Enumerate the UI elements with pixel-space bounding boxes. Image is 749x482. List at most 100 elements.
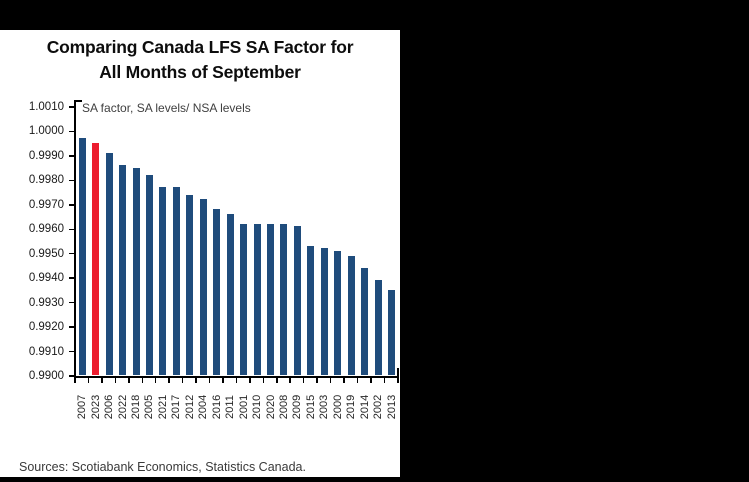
x-axis-end-cap bbox=[396, 368, 399, 378]
bar-2021 bbox=[159, 187, 167, 376]
y-tick-mark bbox=[69, 301, 74, 304]
bar-2020 bbox=[267, 223, 274, 376]
bar-2000 bbox=[334, 250, 342, 376]
x-tick-label: 2015 bbox=[304, 394, 317, 420]
x-tick-mark bbox=[356, 377, 359, 383]
x-tick-label: 2017 bbox=[170, 394, 183, 420]
x-tick-label: 2006 bbox=[103, 394, 116, 420]
x-tick-mark bbox=[383, 377, 386, 383]
bar-2012 bbox=[186, 194, 194, 376]
y-tick-mark bbox=[69, 326, 74, 328]
y-tick-mark bbox=[69, 350, 74, 353]
x-axis-ticks bbox=[0, 30, 400, 477]
bar-2023 bbox=[92, 143, 100, 376]
bar-2018 bbox=[132, 167, 140, 376]
y-tick-mark bbox=[69, 155, 74, 157]
x-tick-mark bbox=[289, 377, 291, 383]
y-tick-mark bbox=[69, 204, 74, 206]
x-tick-mark bbox=[154, 377, 157, 383]
bar-2005 bbox=[145, 174, 153, 376]
x-tick-mark bbox=[141, 377, 143, 383]
y-tick-label: 1.0000 bbox=[28, 125, 64, 138]
y-tick-mark bbox=[69, 375, 74, 377]
x-tick-label: 2010 bbox=[251, 394, 264, 420]
y-tick-label: 0.9950 bbox=[28, 247, 64, 260]
bar-2009 bbox=[293, 226, 301, 376]
axis-annotation: SA factor, SA levels/ NSA levels bbox=[82, 101, 251, 115]
y-tick-label: 1.0010 bbox=[28, 101, 64, 113]
bar-2016 bbox=[213, 209, 221, 376]
bar-2004 bbox=[199, 199, 207, 376]
bar-2001 bbox=[240, 223, 248, 376]
x-tick-label: 2005 bbox=[143, 394, 156, 420]
x-tick-mark bbox=[114, 377, 117, 383]
x-tick-label: 2014 bbox=[358, 394, 371, 420]
x-tick-label: 2019 bbox=[345, 394, 358, 420]
bar-2022 bbox=[119, 165, 127, 376]
x-tick-label: 2022 bbox=[116, 394, 129, 420]
x-tick-mark bbox=[195, 377, 197, 383]
y-tick-mark bbox=[69, 228, 74, 231]
x-tick-mark bbox=[276, 377, 278, 383]
x-tick-label: 2012 bbox=[183, 394, 196, 420]
x-tick-mark bbox=[181, 377, 184, 383]
x-tick-label: 2004 bbox=[197, 394, 210, 420]
y-tick-label: 0.9900 bbox=[28, 370, 64, 382]
bar-2011 bbox=[226, 214, 234, 376]
x-tick-mark bbox=[101, 377, 103, 383]
y-tick-label: 0.9960 bbox=[28, 223, 64, 236]
y-tick-label: 0.9940 bbox=[28, 272, 64, 285]
x-tick-mark bbox=[329, 377, 332, 383]
bar-2015 bbox=[307, 245, 315, 376]
y-tick-label: 0.9990 bbox=[28, 149, 64, 162]
x-tick-mark bbox=[316, 377, 318, 383]
x-tick-mark bbox=[370, 377, 372, 383]
y-tick-mark bbox=[69, 179, 74, 182]
y-tick-label: 0.9910 bbox=[28, 345, 64, 358]
bars-group bbox=[0, 30, 400, 477]
x-tick-label: 2002 bbox=[372, 394, 385, 420]
y-tick-mark bbox=[69, 106, 74, 108]
x-tick-mark bbox=[249, 377, 251, 383]
x-tick-label: 2000 bbox=[331, 394, 344, 420]
chart-title-line1: Comparing Canada LFS SA Factor for bbox=[46, 37, 354, 57]
x-tick-mark bbox=[87, 377, 90, 383]
y-tick-label: 0.9970 bbox=[28, 198, 64, 211]
bar-2008 bbox=[280, 223, 288, 376]
y-axis-labels: 1.0010 1.0000 0.9990 0.9980 0.9970 0.9960 0.99… bbox=[0, 30, 400, 477]
x-axis-labels: 2007 2023 2006 2022 2018 2005 2021 2017 2012 2004… bbox=[0, 30, 400, 477]
y-tick-label: 0.9980 bbox=[28, 174, 64, 187]
x-tick-mark bbox=[302, 377, 305, 383]
x-tick-mark bbox=[222, 377, 224, 383]
x-tick-mark bbox=[397, 377, 399, 383]
y-tick-mark bbox=[69, 252, 74, 255]
y-tick-mark bbox=[69, 277, 74, 279]
bar-2007 bbox=[78, 138, 86, 376]
x-tick-mark bbox=[235, 377, 238, 383]
y-axis-top-cap bbox=[73, 100, 82, 102]
chart-title: Comparing Canada LFS SA Factor for All M… bbox=[0, 35, 400, 85]
y-tick-mark bbox=[69, 130, 74, 133]
x-tick-label: 2008 bbox=[277, 394, 290, 420]
bar-2013 bbox=[388, 289, 396, 376]
x-tick-label: 2007 bbox=[76, 394, 89, 420]
chart-title-line2: All Months of September bbox=[99, 62, 301, 82]
x-tick-mark bbox=[168, 377, 170, 383]
bar-2019 bbox=[347, 255, 355, 376]
x-tick-label: 2001 bbox=[237, 394, 250, 420]
x-tick-label: 2020 bbox=[264, 394, 277, 420]
bar-2003 bbox=[320, 248, 328, 376]
bar-2014 bbox=[361, 267, 369, 376]
x-tick-mark bbox=[128, 377, 130, 383]
x-tick-mark bbox=[74, 377, 76, 383]
x-tick-label: 2003 bbox=[318, 394, 331, 420]
x-tick-label: 2023 bbox=[89, 394, 102, 420]
y-axis-spine bbox=[73, 100, 76, 377]
x-tick-label: 2016 bbox=[210, 394, 223, 420]
y-tick-label: 0.9930 bbox=[28, 296, 64, 309]
x-tick-mark bbox=[262, 377, 265, 383]
x-tick-label: 2013 bbox=[385, 394, 398, 420]
bar-2006 bbox=[105, 152, 113, 376]
x-tick-label: 2018 bbox=[130, 394, 142, 420]
